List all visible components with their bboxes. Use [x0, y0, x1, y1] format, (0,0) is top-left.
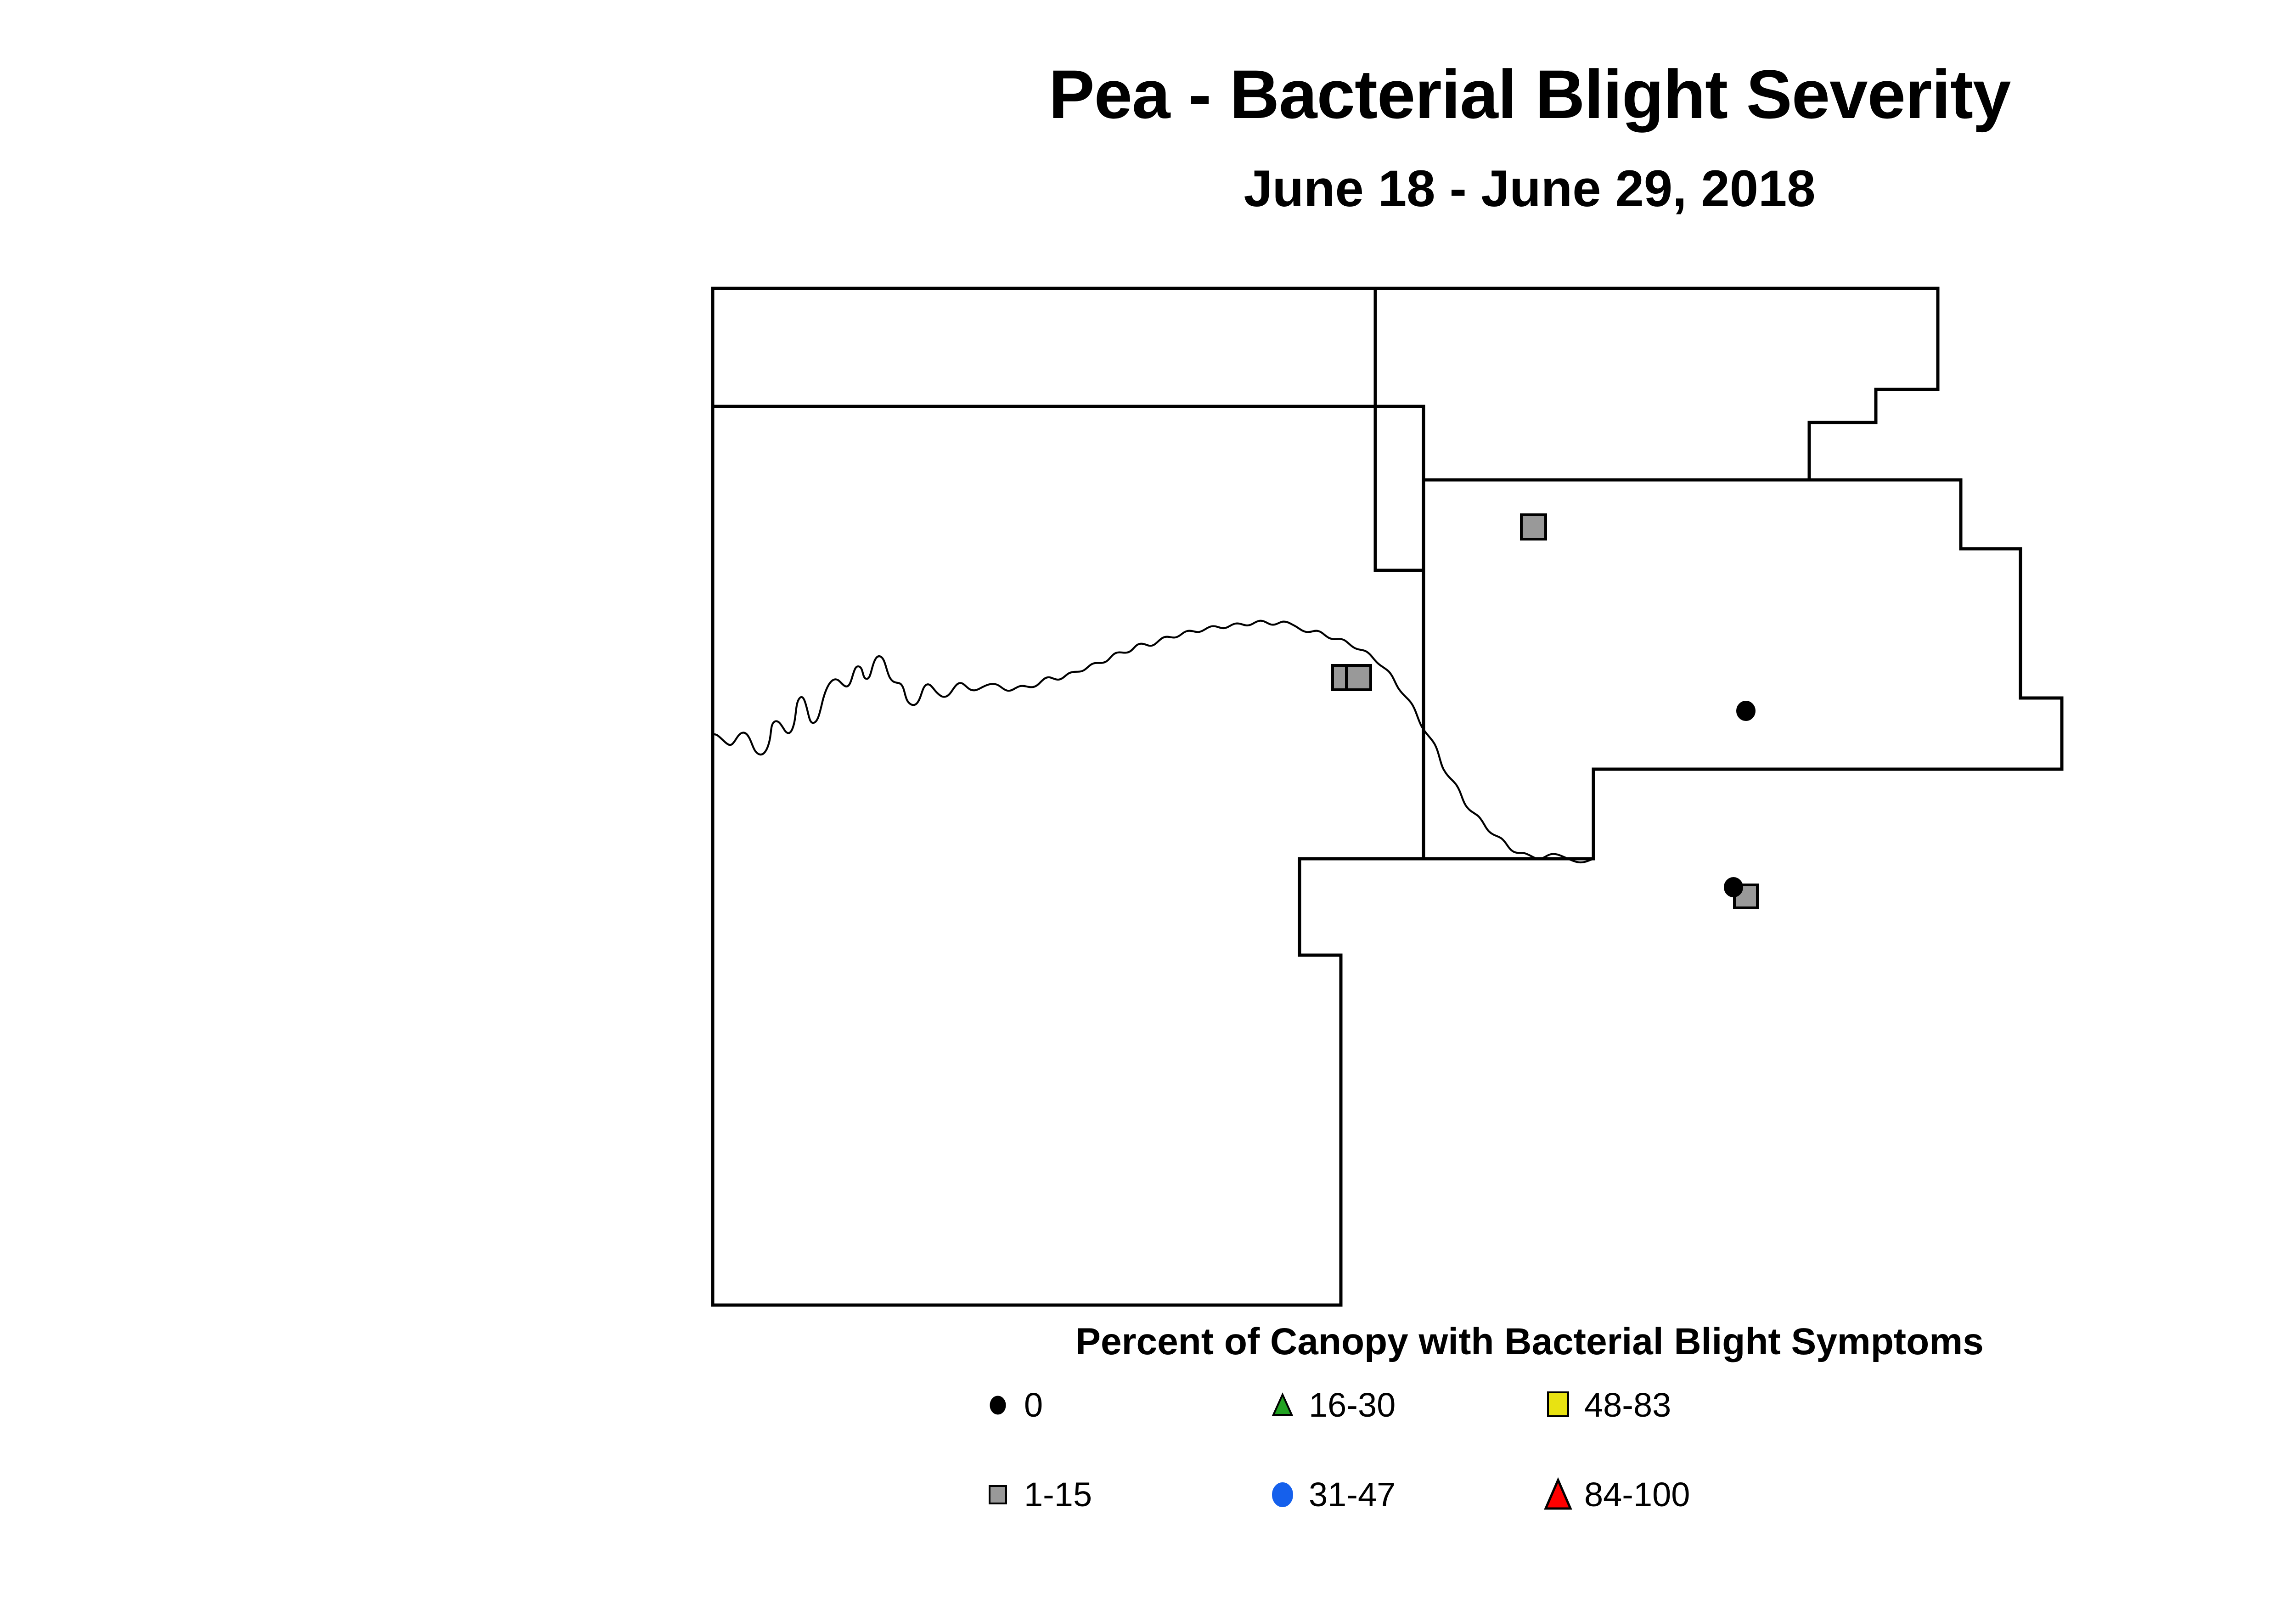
data-marker-square[interactable]	[1345, 664, 1372, 691]
legend-item-84-100[interactable]: 84-100	[1538, 1476, 1690, 1513]
legend-item-1-15[interactable]: 1-15	[978, 1476, 1092, 1513]
region-boundaries	[711, 287, 2064, 1307]
legend-title: Percent of Canopy with Bacterial Blight …	[1075, 1321, 1984, 1362]
legend-label: 0	[1024, 1386, 1043, 1424]
legend-label: 84-100	[1584, 1475, 1690, 1514]
legend-item-16-30[interactable]: 16-30	[1263, 1387, 1396, 1424]
data-marker-circle[interactable]	[1724, 877, 1743, 897]
legend-label: 1-15	[1024, 1475, 1092, 1514]
legend-item-48-83[interactable]: 48-83	[1538, 1387, 1671, 1424]
legend-item-0[interactable]: 0	[978, 1387, 1043, 1424]
legend-label: 16-30	[1309, 1386, 1396, 1424]
county-map	[689, 271, 2094, 1323]
circle-icon	[978, 1387, 1018, 1424]
data-marker-circle[interactable]	[1736, 701, 1756, 721]
circle-icon	[1263, 1476, 1302, 1513]
river-boundary	[711, 619, 1595, 864]
legend-label: 48-83	[1584, 1386, 1671, 1424]
square-icon	[978, 1476, 1018, 1513]
page-title: Pea - Bacterial Blight Severity	[1048, 56, 2011, 133]
triangle-icon	[1263, 1387, 1302, 1424]
data-marker-square[interactable]	[1520, 513, 1547, 540]
legend-label: 31-47	[1309, 1475, 1396, 1514]
triangle-icon	[1538, 1476, 1578, 1513]
region-southwest	[711, 405, 1425, 1307]
legend: 0 1-15 16-30 31-47 4	[978, 1387, 1942, 1571]
region-northwest	[711, 287, 1377, 408]
region-northeast	[1373, 287, 1940, 482]
page-subtitle: June 18 - June 29, 2018	[1244, 160, 1816, 217]
map-svg	[711, 287, 2064, 1307]
legend-item-31-47[interactable]: 31-47	[1263, 1476, 1396, 1513]
square-icon	[1538, 1387, 1578, 1424]
data-markers	[1331, 513, 1759, 909]
region-east	[1422, 478, 2064, 861]
